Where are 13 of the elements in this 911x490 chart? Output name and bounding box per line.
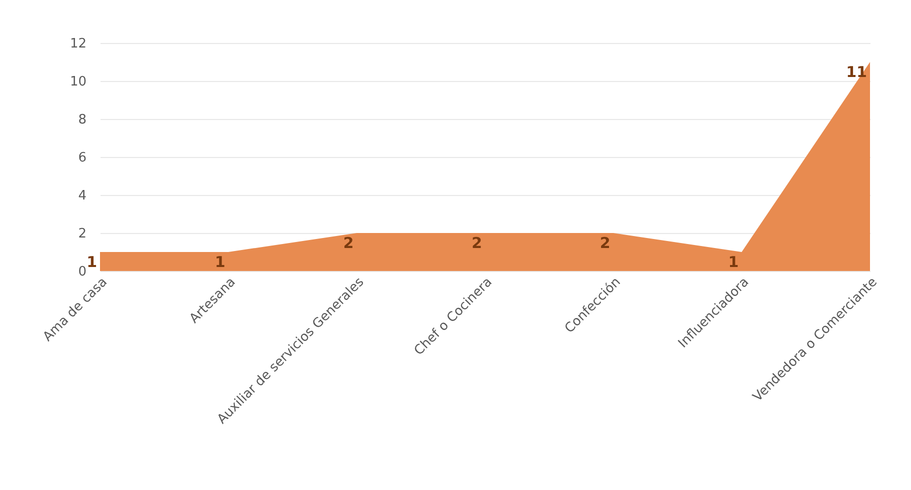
y-tick-label: 0 xyxy=(78,264,86,280)
data-label: 2 xyxy=(472,234,482,252)
y-tick-label: 6 xyxy=(78,150,86,166)
y-tick-label: 12 xyxy=(70,36,86,52)
y-tick-label: 4 xyxy=(78,188,86,204)
data-label: 1 xyxy=(728,253,739,271)
y-tick-label: 2 xyxy=(78,226,86,242)
data-label: 2 xyxy=(600,234,610,252)
y-tick-label: 10 xyxy=(70,74,86,90)
data-label: 1 xyxy=(86,253,97,271)
data-label: 1 xyxy=(214,253,226,271)
y-tick-label: 8 xyxy=(78,112,86,128)
data-label: 2 xyxy=(343,234,354,252)
